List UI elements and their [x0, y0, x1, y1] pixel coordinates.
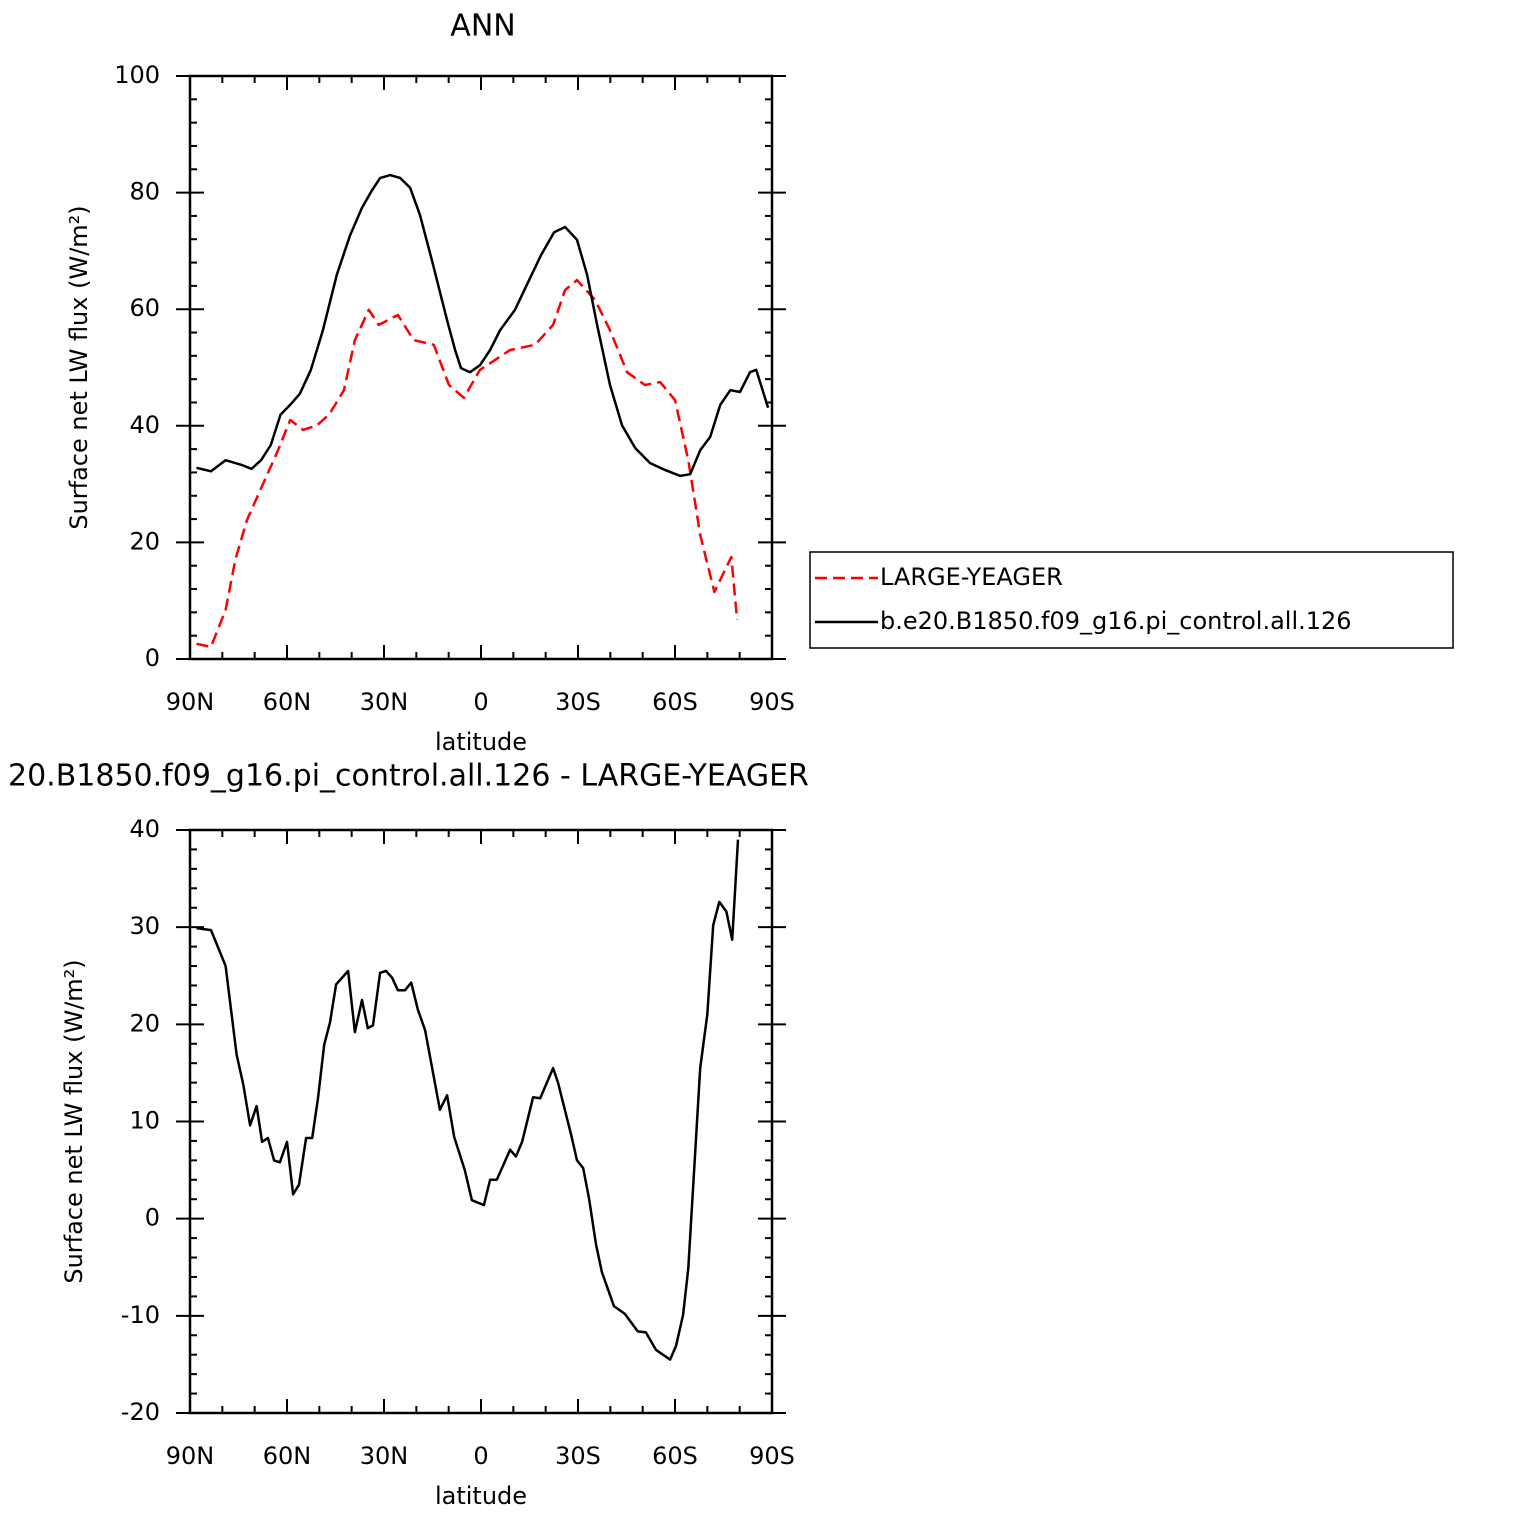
- y-tick-label: 100: [114, 61, 160, 89]
- chart-title: ANN: [450, 9, 515, 44]
- legend-label: LARGE-YEAGER: [880, 563, 1063, 591]
- x-axis-label: latitude: [435, 728, 527, 756]
- series-line: [196, 278, 739, 649]
- y-tick-label: 60: [129, 294, 160, 322]
- plot-frame: [188, 74, 774, 661]
- x-tick-label: 90S: [749, 1442, 795, 1470]
- x-tick-label: 90S: [749, 688, 795, 716]
- x-tick-label: 30S: [555, 1442, 601, 1470]
- chart-title: 20.B1850.f09_g16.pi_control.all.126 - LA…: [8, 759, 809, 794]
- x-tick-label: 0: [473, 1442, 488, 1470]
- y-tick-label: 30: [129, 912, 160, 940]
- y-tick-label: 40: [129, 411, 160, 439]
- x-axis-label: latitude: [435, 1482, 527, 1510]
- x-tick-label: 0: [473, 688, 488, 716]
- x-tick-label: 60S: [652, 688, 698, 716]
- x-tick-label: 30N: [360, 1442, 409, 1470]
- y-tick-label: 40: [129, 815, 160, 843]
- y-tick-label: 80: [129, 178, 160, 206]
- x-tick-label: 60N: [263, 688, 312, 716]
- x-tick-label: 60S: [652, 1442, 698, 1470]
- x-tick-label: 30N: [360, 688, 409, 716]
- y-tick-label: 20: [129, 1009, 160, 1037]
- x-tick-label: 30S: [555, 688, 601, 716]
- series-line: [196, 173, 770, 478]
- y-tick-label: -10: [121, 1301, 160, 1329]
- series-line: [196, 839, 740, 1361]
- y-tick-label: 20: [129, 527, 160, 555]
- y-axis-label: Surface net LW flux (W/m²): [60, 959, 88, 1283]
- legend-box: [809, 551, 1454, 649]
- x-tick-label: 90N: [166, 1442, 215, 1470]
- y-axis-label: Surface net LW flux (W/m²): [65, 205, 93, 529]
- y-tick-label: 10: [129, 1107, 160, 1135]
- x-tick-label: 90N: [166, 688, 215, 716]
- y-tick-label: 0: [145, 644, 160, 672]
- plot-frame: [188, 828, 774, 1415]
- legend-label: b.e20.B1850.f09_g16.pi_control.all.126: [880, 607, 1352, 635]
- y-tick-label: -20: [121, 1398, 160, 1426]
- x-tick-label: 60N: [263, 1442, 312, 1470]
- y-tick-label: 0: [145, 1204, 160, 1232]
